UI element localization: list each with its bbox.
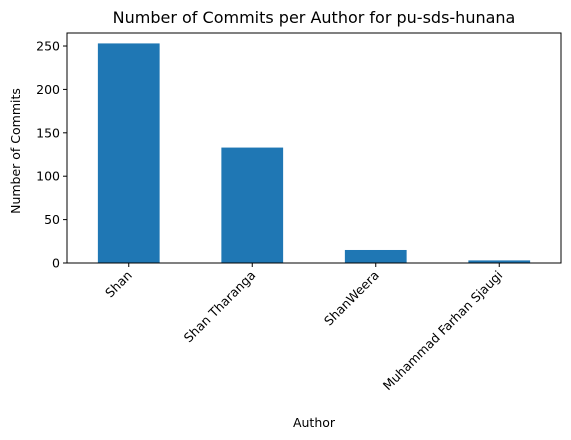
- x-tick-label-0: Shan: [102, 268, 135, 301]
- bar-4: [468, 260, 531, 263]
- chart-title: Number of Commits per Author for pu-sds-…: [113, 8, 516, 27]
- x-tick-label-2: ShanWeera: [321, 268, 382, 329]
- bar-1: [97, 43, 160, 263]
- axes-frame: [66, 32, 562, 264]
- x-tick-label-3: Muhammad Farhan Sjaugi: [380, 268, 506, 394]
- y-tick-label-2: 100: [36, 169, 60, 184]
- y-tick-label-0: 0: [52, 256, 60, 271]
- y-tick-label-5: 250: [36, 39, 60, 54]
- x-axis-label: Author: [293, 415, 336, 430]
- y-tick-label-4: 200: [36, 82, 60, 97]
- y-axis-label: Number of Commits: [8, 88, 23, 214]
- x-tick-label-1: Shan Tharanga: [181, 268, 259, 346]
- y-tick-label-3: 150: [36, 125, 60, 140]
- y-tick-label-1: 50: [44, 212, 60, 227]
- bar-3: [344, 249, 407, 263]
- plot-area: 0 50 100 150 200 250 Shan Shan Tharanga ShanWeer…: [36, 32, 562, 394]
- bar-2: [221, 147, 284, 263]
